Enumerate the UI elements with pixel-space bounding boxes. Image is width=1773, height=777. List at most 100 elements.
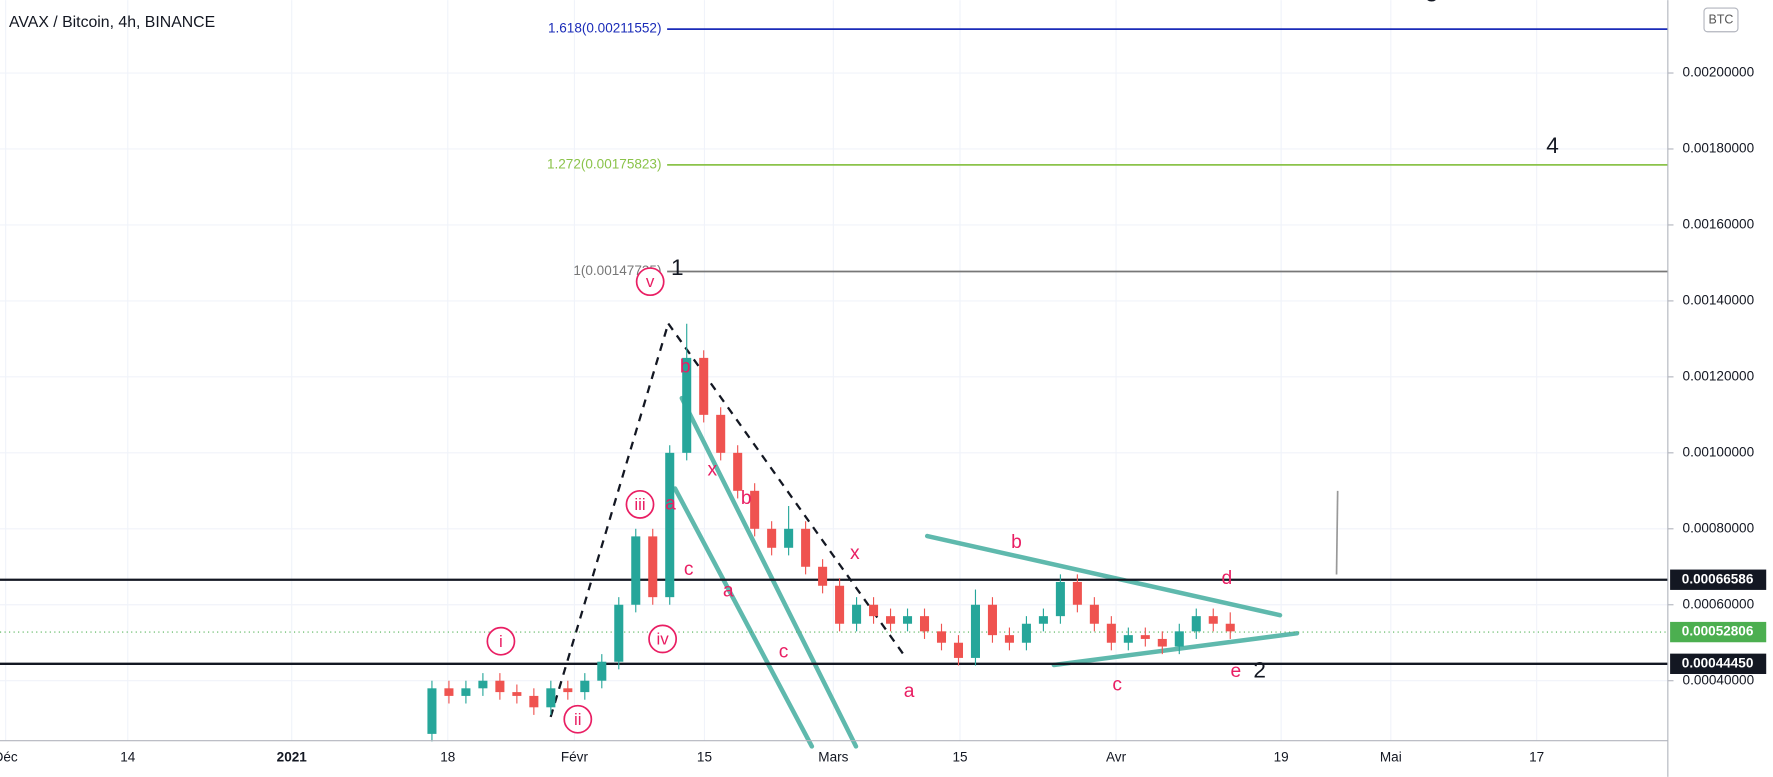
level-badge (1670, 653, 1767, 674)
currency-badge[interactable] (1703, 7, 1739, 33)
candle-body (784, 528, 794, 548)
wave-label-letter: x (850, 543, 860, 564)
level-label: 0.00066586 (1682, 571, 1754, 586)
candle-body (936, 631, 947, 643)
x-tick-label: 17 (1529, 749, 1544, 764)
candle-body (648, 536, 658, 598)
fib-label: 1.272(0.00175823) (547, 156, 662, 171)
triangle-lower (1051, 631, 1300, 668)
y-tick-label: 0.00180000 (1683, 141, 1755, 156)
wave-label-circled: iv (656, 630, 669, 649)
candle-body (614, 604, 624, 662)
candle-body (987, 604, 997, 636)
candle-body (1004, 635, 1014, 643)
candle-body (699, 357, 709, 415)
candle-body (801, 528, 811, 567)
candle-body (631, 536, 641, 605)
y-tick-label: 0.00200000 (1683, 65, 1755, 80)
x-tick-label: 19 (1274, 749, 1289, 764)
wave-label-letter: b (1011, 532, 1022, 553)
candle-body (495, 680, 505, 693)
candle-body (767, 528, 777, 548)
candle-body (733, 452, 743, 491)
wave-label-letter: a (665, 493, 676, 514)
wave-label-number: 3 (1425, 0, 1438, 7)
x-tick-label: Févr (561, 749, 589, 764)
last-price-label: 0.00052806 (1682, 624, 1754, 639)
wave-label-letter: c (1112, 674, 1122, 695)
candle-body (427, 688, 437, 734)
wave-label-circled: ii (574, 710, 582, 729)
candle-body (869, 604, 879, 617)
candle-body (716, 414, 726, 453)
candle-body (1174, 631, 1184, 647)
y-tick-label: 0.00120000 (1683, 368, 1755, 383)
marker-line (1335, 490, 1339, 575)
wave-label-number: 2 (1253, 658, 1266, 683)
candle-body (682, 357, 692, 453)
currency-label: BTC (1709, 13, 1734, 27)
y-tick-label: 0.00100000 (1683, 444, 1755, 459)
x-tick-label: Déc (0, 749, 18, 764)
candle-body (919, 616, 930, 632)
candle-body (1191, 616, 1201, 632)
y-tick-label: 0.00140000 (1683, 292, 1755, 307)
x-tick-label: 15 (697, 749, 712, 764)
triangle-upper (924, 533, 1283, 618)
x-tick-label: Mai (1380, 749, 1402, 764)
candle-body (444, 688, 454, 696)
candle-body (1038, 616, 1048, 624)
candle-body (1021, 623, 1031, 643)
x-tick-label: 18 (440, 749, 455, 764)
x-tick-label: 14 (120, 749, 136, 764)
x-tick-label: Mars (818, 749, 848, 764)
wave-circle (625, 489, 655, 519)
level-label: 0.00044450 (1682, 655, 1754, 670)
wave-label-number: 1 (671, 255, 684, 280)
y-tick-label: 0.00060000 (1683, 596, 1755, 611)
x-tick-label: 15 (952, 749, 967, 764)
fib-label: 1.618(0.00211552) (548, 21, 662, 36)
candle-body (529, 695, 539, 708)
candle-body (970, 604, 980, 658)
wave-label-letter: d (1222, 568, 1233, 589)
candle-body (835, 585, 845, 624)
wave-label-letter: b (741, 488, 752, 509)
candle-body (1106, 623, 1116, 643)
candle-body (1157, 638, 1167, 647)
candle-body (903, 616, 913, 624)
wave-label-letter: a (723, 581, 734, 602)
wave-label-letter: x (708, 460, 718, 481)
channel-line (679, 395, 859, 749)
level-badge (1670, 569, 1767, 590)
wave-label-circled: i (499, 632, 503, 651)
wave-label-letter: c (779, 642, 789, 663)
dashed-line (549, 323, 670, 718)
candle-body (750, 490, 760, 529)
wave-circle (563, 704, 593, 734)
wave-circle (486, 626, 516, 656)
candle-body (1055, 581, 1065, 617)
candle-body (1123, 635, 1133, 643)
candle-body (818, 566, 828, 586)
candle-body (852, 604, 862, 624)
x-tick-label: Avr (1106, 749, 1127, 764)
wave-label-letter: b (680, 357, 691, 378)
y-tick-label: 0.00040000 (1683, 672, 1755, 687)
y-tick-label: 0.00080000 (1683, 520, 1755, 535)
chart-title: AVAX / Bitcoin, 4h, BINANCE (9, 14, 215, 31)
wave-label-letter: e (1231, 661, 1242, 682)
dashed-line (667, 322, 906, 657)
candle-body (597, 661, 607, 681)
candle-body (1089, 604, 1099, 624)
wave-label-circled: v (646, 272, 655, 291)
candle-body (546, 688, 556, 708)
y-tick-label: 0.00160000 (1683, 217, 1755, 232)
wave-circle (635, 267, 665, 297)
candle-body (953, 642, 964, 658)
candle-body (1140, 635, 1150, 639)
candle-body (461, 688, 471, 696)
wave-label-number: 4 (1546, 133, 1559, 158)
